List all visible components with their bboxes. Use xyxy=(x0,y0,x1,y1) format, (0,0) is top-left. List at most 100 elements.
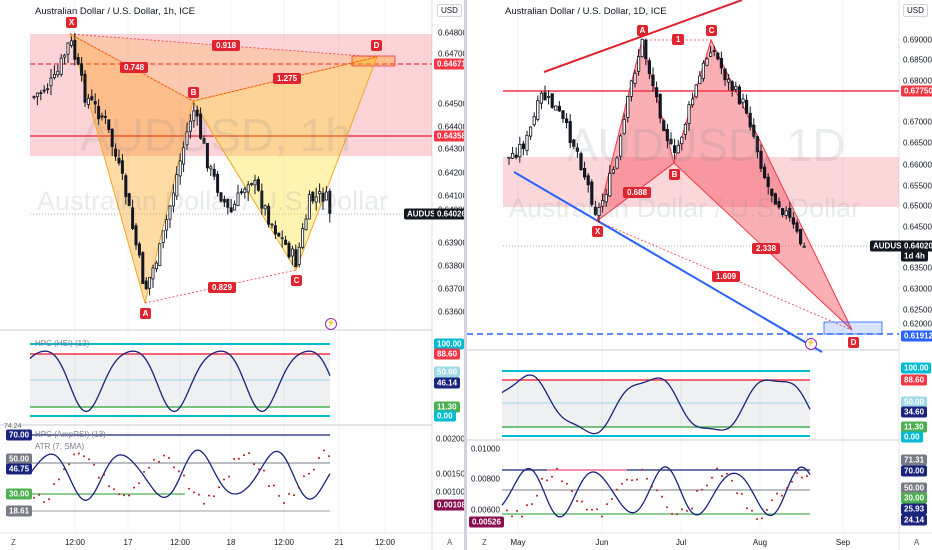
timezone-button[interactable]: Z xyxy=(482,538,487,547)
atr-dot xyxy=(43,501,45,503)
lower-trendline xyxy=(513,171,823,353)
ratio-label-ac: 0.829 xyxy=(208,282,237,293)
ind2-left-tick: 0.00600 xyxy=(471,505,500,515)
candle xyxy=(597,206,601,216)
atr-dot xyxy=(726,472,728,475)
ind2-top-value: 74.24 xyxy=(4,423,22,430)
atr-dot xyxy=(536,494,538,497)
atr-dot xyxy=(696,489,698,492)
right-currency-button[interactable]: USD xyxy=(903,4,928,17)
candle xyxy=(636,56,641,72)
atr-dot xyxy=(248,452,250,455)
pattern-point-x[interactable]: X xyxy=(66,17,77,28)
candle xyxy=(175,174,179,197)
panel-divider[interactable] xyxy=(464,0,467,550)
atr-dot xyxy=(208,494,210,497)
ind1-title[interactable]: HPC (HSI) (13) xyxy=(35,339,90,348)
right-chart-title[interactable]: Australian Dollar / U.S. Dollar, 1D, ICE xyxy=(505,6,667,17)
atr-dot xyxy=(153,458,155,461)
ind2-title-atr[interactable]: ATR (7, SMA) xyxy=(35,442,85,451)
atr-dot xyxy=(686,509,688,512)
left-chart-title[interactable]: Australian Dollar / U.S. Dollar, 1h, ICE xyxy=(35,6,195,17)
candle xyxy=(134,225,138,246)
atr-dot xyxy=(223,478,225,481)
candle xyxy=(561,110,565,119)
alert-icon[interactable]: ⚡ xyxy=(805,338,817,350)
atr-dot xyxy=(53,483,55,486)
atr-value-label: 0.00526 xyxy=(469,516,504,528)
atr-dot xyxy=(173,466,175,469)
ind1-label: 88.60 xyxy=(434,348,461,360)
timezone-button[interactable]: Z xyxy=(11,538,16,547)
pattern-point-x[interactable]: X xyxy=(592,226,603,237)
candle xyxy=(759,150,763,169)
atr-dot xyxy=(68,463,70,466)
price-tick: 0.62500 xyxy=(903,305,932,315)
last-price-label: 0.64026 xyxy=(434,208,469,220)
price-tick: 0.63500 xyxy=(903,263,932,273)
atr-dot xyxy=(746,507,748,510)
auto-scale-button[interactable]: A xyxy=(914,538,920,547)
atr-dot xyxy=(761,517,763,520)
price-tick: 0.63900 xyxy=(438,238,467,248)
ind1-label: 11.30 xyxy=(434,401,460,413)
pattern-point-d[interactable]: D xyxy=(848,337,859,348)
atr-dot xyxy=(78,452,80,455)
ind1-label: 88.60 xyxy=(901,374,928,386)
candle xyxy=(618,135,623,157)
left-chart-canvas[interactable] xyxy=(0,0,464,550)
atr-dot xyxy=(581,500,583,503)
pattern-point-a[interactable]: A xyxy=(637,25,648,36)
candle xyxy=(651,74,655,86)
candle xyxy=(277,232,281,237)
atr-dot xyxy=(806,475,808,478)
right-chart-panel[interactable]: AUDUSD, 1D Australian Dollar / U.S. Doll… xyxy=(467,0,932,550)
candle xyxy=(773,193,778,205)
candle xyxy=(615,157,619,169)
ind2-right-tick: 0.00100 xyxy=(436,487,465,497)
candle xyxy=(626,95,630,118)
left-currency-button[interactable]: USD xyxy=(437,4,462,17)
pattern-point-c[interactable]: C xyxy=(706,25,717,36)
atr-dot xyxy=(128,494,130,497)
atr-dot xyxy=(213,495,215,498)
candle xyxy=(565,118,569,124)
candle xyxy=(687,104,691,124)
atr-dot xyxy=(521,515,523,518)
atr-dot xyxy=(133,486,135,489)
ind2-left-value: 46.75 xyxy=(6,463,33,475)
candle xyxy=(86,97,90,105)
candle xyxy=(600,200,605,207)
pattern-point-b[interactable]: B xyxy=(188,87,199,98)
atr-dot xyxy=(656,489,658,492)
pattern-point-a[interactable]: A xyxy=(140,308,151,319)
left-chart-panel[interactable]: AUDUSD, 1h Australian Dollar / U.S. Doll… xyxy=(0,0,469,550)
candle xyxy=(239,191,243,194)
candle xyxy=(212,168,216,177)
atr-dot xyxy=(113,488,115,491)
supply-zone xyxy=(503,157,899,207)
candle xyxy=(42,89,46,92)
ind2-value-label: 25.93 xyxy=(901,503,928,515)
atr-dot xyxy=(646,477,648,480)
candle xyxy=(144,280,148,290)
pattern-point-d[interactable]: D xyxy=(371,40,382,51)
candle xyxy=(199,113,203,139)
candle xyxy=(788,207,792,218)
pattern-point-b[interactable]: B xyxy=(669,169,680,180)
atr-dot xyxy=(268,485,270,487)
candle xyxy=(622,118,626,135)
atr-dot xyxy=(506,509,508,512)
alert-icon[interactable]: ⚡ xyxy=(325,318,337,330)
auto-scale-button[interactable]: A xyxy=(447,538,453,547)
right-chart-canvas[interactable] xyxy=(467,0,932,550)
candle xyxy=(114,148,118,157)
pattern-point-c[interactable]: C xyxy=(291,275,302,286)
ind2-title[interactable]: HPC (AmpRSI) (13) xyxy=(35,430,106,439)
atr-dot xyxy=(606,503,608,506)
ratio-label-bd: 2.338 xyxy=(752,243,781,254)
atr-dot xyxy=(298,486,300,489)
time-tick: Jun xyxy=(595,538,609,547)
atr-dot xyxy=(596,508,598,511)
atr-dot xyxy=(666,506,668,509)
